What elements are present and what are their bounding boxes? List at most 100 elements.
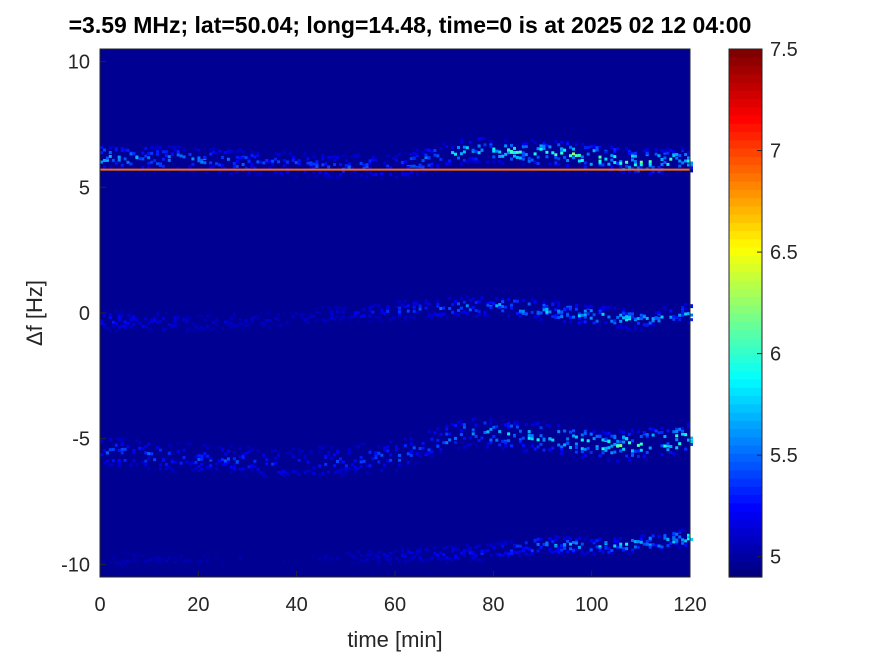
heatmap-cell bbox=[619, 440, 623, 444]
heatmap-cell bbox=[492, 425, 496, 429]
heatmap-cell bbox=[306, 161, 310, 165]
heatmap-cell bbox=[504, 139, 508, 143]
heatmap-cell bbox=[161, 150, 165, 154]
heatmap-cell bbox=[690, 439, 693, 443]
heatmap-cell bbox=[445, 556, 449, 560]
heatmap-cell bbox=[150, 318, 154, 322]
heatmap-cell bbox=[324, 171, 328, 175]
heatmap-cell bbox=[675, 542, 679, 546]
heatmap-cell bbox=[232, 162, 236, 165]
heatmap-cell bbox=[633, 326, 637, 330]
heatmap-cell bbox=[589, 432, 593, 436]
heatmap-cell bbox=[625, 454, 629, 458]
heatmap-cell bbox=[675, 427, 679, 431]
heatmap-cell bbox=[114, 161, 118, 165]
heatmap-cell bbox=[238, 322, 242, 326]
heatmap-cell bbox=[100, 453, 103, 457]
heatmap-cell bbox=[209, 161, 213, 165]
heatmap-cell bbox=[580, 313, 584, 317]
heatmap-cell bbox=[265, 458, 269, 462]
heatmap-cell bbox=[486, 445, 490, 449]
heatmap-cell bbox=[209, 152, 213, 156]
heatmap-cell bbox=[347, 448, 351, 452]
heatmap-cell bbox=[642, 542, 646, 546]
heatmap-cell bbox=[259, 172, 263, 176]
heatmap-cell bbox=[666, 147, 670, 151]
heatmap-cell bbox=[660, 426, 664, 430]
heatmap-cell bbox=[690, 304, 693, 308]
heatmap-cell bbox=[530, 549, 534, 553]
heatmap-cell bbox=[542, 147, 546, 151]
heatmap-cell bbox=[321, 163, 325, 167]
heatmap-cell bbox=[601, 438, 605, 442]
heatmap-cell bbox=[336, 449, 339, 453]
heatmap-cell bbox=[221, 164, 224, 167]
heatmap-cell bbox=[235, 164, 239, 168]
heatmap-cell bbox=[598, 547, 602, 551]
heatmap-cell bbox=[515, 311, 519, 315]
heatmap-cell bbox=[530, 158, 534, 162]
heatmap-cell bbox=[486, 549, 490, 552]
heatmap-cell bbox=[574, 307, 578, 311]
heatmap-cell bbox=[625, 160, 629, 164]
heatmap-cell bbox=[625, 164, 629, 168]
heatmap-cell bbox=[315, 318, 319, 322]
heatmap-cell bbox=[669, 541, 673, 545]
heatmap-cell bbox=[324, 454, 328, 458]
heatmap-cell bbox=[200, 467, 204, 471]
heatmap-cell bbox=[336, 315, 339, 319]
heatmap-cell bbox=[282, 474, 286, 478]
colorbar-swatch bbox=[729, 222, 762, 232]
heatmap-cell bbox=[660, 158, 664, 161]
heatmap-cell bbox=[324, 445, 328, 449]
heatmap-cell bbox=[400, 160, 404, 164]
heatmap-cell bbox=[253, 459, 257, 463]
heatmap-cell bbox=[507, 422, 511, 426]
heatmap-cell bbox=[513, 151, 516, 154]
heatmap-cell bbox=[471, 157, 475, 161]
heatmap-cell bbox=[530, 310, 534, 314]
heatmap-cell bbox=[613, 540, 617, 543]
heatmap-cell bbox=[418, 447, 422, 450]
heatmap-cell bbox=[681, 161, 685, 165]
heatmap-cell bbox=[120, 163, 124, 167]
heatmap-cell bbox=[663, 149, 667, 153]
heatmap-cell bbox=[436, 438, 440, 442]
colorbar-swatch bbox=[729, 329, 762, 339]
heatmap-cell bbox=[445, 560, 449, 564]
heatmap-cell bbox=[353, 556, 357, 559]
heatmap-cell bbox=[524, 423, 528, 426]
heatmap-cell bbox=[412, 446, 416, 450]
heatmap-cell bbox=[132, 553, 136, 557]
heatmap-cell bbox=[566, 550, 570, 554]
heatmap-cell bbox=[480, 552, 484, 556]
heatmap-cell bbox=[542, 303, 546, 307]
heatmap-cell bbox=[188, 326, 192, 330]
heatmap-cell bbox=[545, 150, 549, 154]
heatmap-cell bbox=[580, 450, 584, 454]
heatmap-cell bbox=[333, 317, 337, 321]
heatmap-cell bbox=[123, 320, 127, 324]
heatmap-cell bbox=[457, 548, 460, 552]
heatmap-cell bbox=[209, 444, 213, 448]
heatmap-cell bbox=[141, 324, 145, 328]
heatmap-cell bbox=[542, 301, 546, 305]
heatmap-cell bbox=[660, 547, 664, 551]
heatmap-cell bbox=[554, 300, 558, 304]
heatmap-cell bbox=[188, 462, 192, 466]
heatmap-cell bbox=[527, 159, 531, 163]
heatmap-cell bbox=[636, 545, 640, 549]
heatmap-cell bbox=[377, 444, 381, 448]
heatmap-cell bbox=[598, 548, 602, 552]
heatmap-cell bbox=[100, 319, 103, 323]
heatmap-cell bbox=[592, 541, 596, 545]
heatmap-cell bbox=[628, 552, 631, 556]
heatmap-cell bbox=[161, 327, 165, 331]
heatmap-cell bbox=[333, 305, 337, 309]
heatmap-cell bbox=[412, 305, 416, 309]
heatmap-cell bbox=[580, 447, 584, 451]
heatmap-cell bbox=[350, 554, 354, 558]
heatmap-cell bbox=[672, 452, 676, 456]
heatmap-cell bbox=[690, 318, 693, 322]
heatmap-cell bbox=[513, 434, 516, 438]
